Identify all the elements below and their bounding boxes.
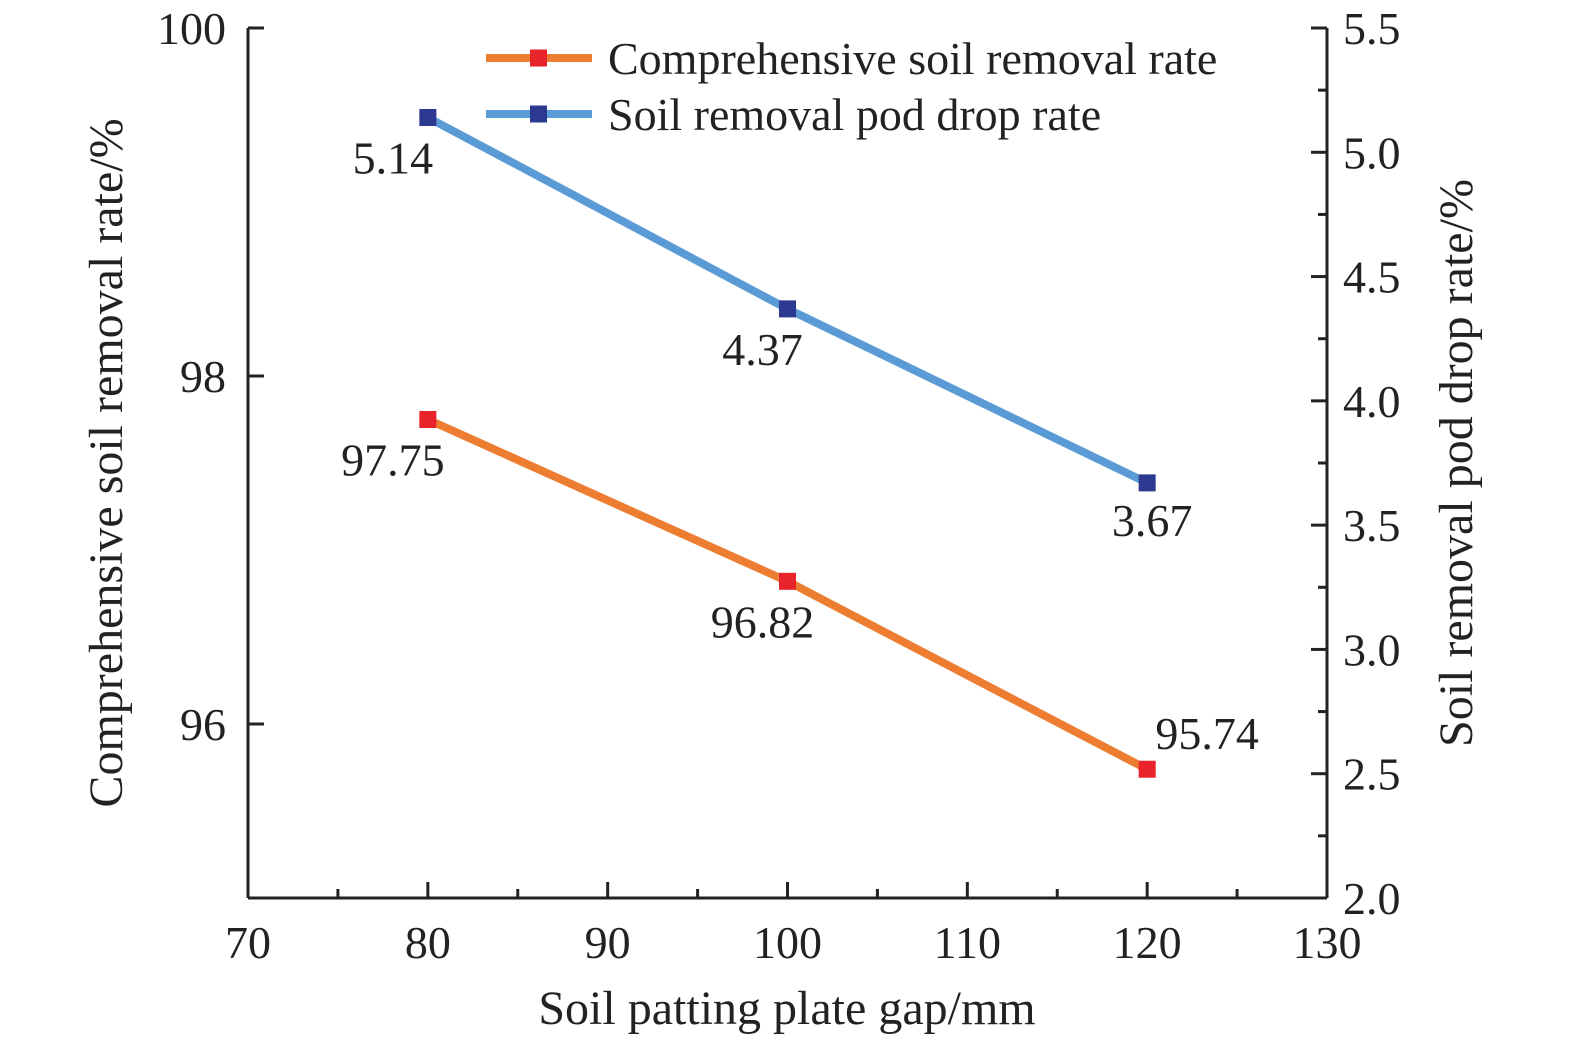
left-y-tick-label: 98 <box>180 351 226 402</box>
right-y-tick-label: 2.0 <box>1343 873 1401 924</box>
left-y-tick-label: 100 <box>157 3 226 54</box>
data-point-marker <box>779 572 796 590</box>
data-label: 95.74 <box>1155 708 1259 759</box>
right-y-tick-label: 4.0 <box>1343 376 1401 427</box>
right-y-tick-label: 3.0 <box>1343 624 1401 675</box>
legend-marker <box>530 105 547 123</box>
legend-marker <box>530 49 547 67</box>
data-label: 5.14 <box>353 132 434 183</box>
data-labels: 97.75 96.82 95.74 5.14 4.37 3.67 <box>341 132 1259 759</box>
x-tick-label: 120 <box>1113 917 1182 968</box>
x-tick-label: 130 <box>1293 917 1362 968</box>
right-y-tick-label: 5.5 <box>1343 3 1401 54</box>
right-y-tick-label: 5.0 <box>1343 127 1401 178</box>
data-point-marker <box>1138 474 1156 492</box>
left-y-tick-label: 96 <box>180 699 226 750</box>
right-y-tick-label: 4.5 <box>1343 252 1401 303</box>
x-tick-label: 100 <box>753 917 822 968</box>
right-y-tick-label: 3.5 <box>1343 500 1401 551</box>
right-y-axis-title: Soil removal pod drop rate/% <box>1430 179 1483 747</box>
data-point-marker <box>1138 760 1156 778</box>
x-tick-label: 80 <box>405 917 451 968</box>
data-label: 4.37 <box>722 324 803 375</box>
data-label: 3.67 <box>1112 495 1193 546</box>
series-group <box>419 108 1156 778</box>
right-y-tick-label: 2.5 <box>1343 749 1401 800</box>
data-point-marker <box>419 108 437 126</box>
legend-label: Comprehensive soil removal rate <box>608 33 1217 84</box>
data-point-marker <box>419 411 437 428</box>
data-label: 96.82 <box>711 596 815 647</box>
series-line <box>426 415 1150 773</box>
x-tick-label: 110 <box>934 917 1001 968</box>
x-tick-label: 90 <box>585 917 631 968</box>
x-axis-title: Soil patting plate gap/mm <box>538 982 1035 1035</box>
data-label: 97.75 <box>341 435 445 486</box>
axis-ticks: 70 80 90 100 110 120 130 96 98 100 2.0 2.5 3.0 3.5 4.0… <box>157 3 1401 968</box>
series-line <box>425 113 1149 487</box>
left-y-axis-title: Comprehensive soil removal rate/% <box>80 118 133 807</box>
data-point-marker <box>779 300 796 318</box>
legend-label: Soil removal pod drop rate <box>608 89 1101 140</box>
x-tick-label: 70 <box>225 917 271 968</box>
